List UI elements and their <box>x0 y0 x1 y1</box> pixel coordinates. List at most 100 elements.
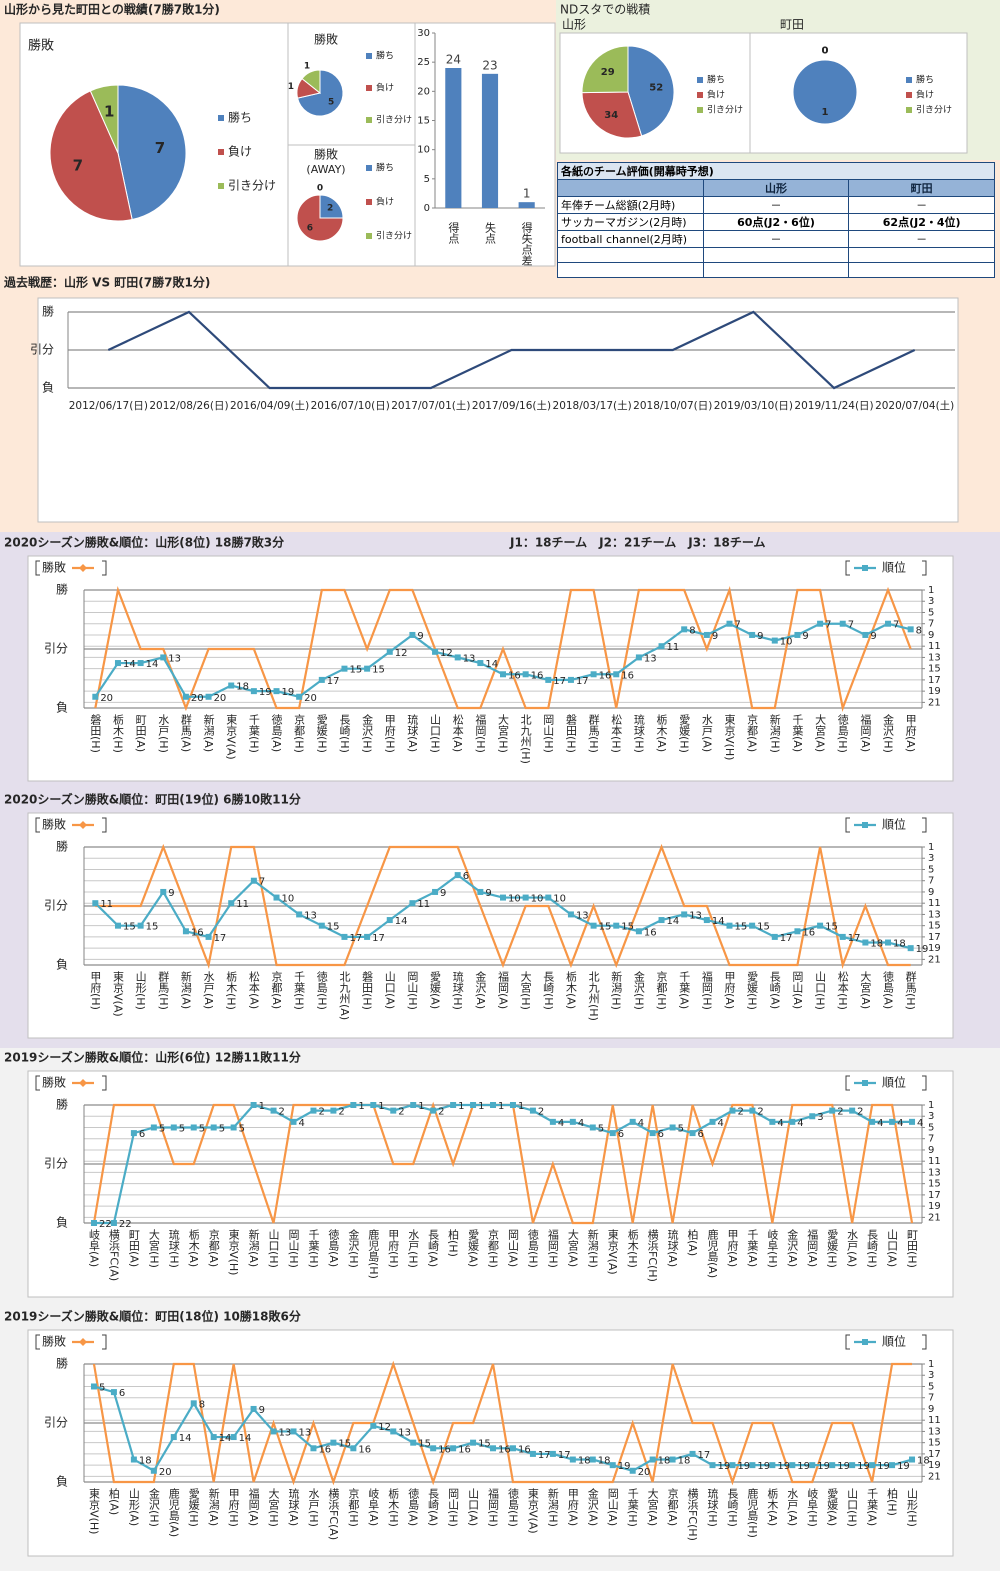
series-marker <box>210 1434 217 1441</box>
y2-tick-label: 9 <box>928 630 934 641</box>
legend-marker <box>862 565 868 571</box>
data-label: 7 <box>73 157 83 175</box>
data-label: 1 <box>523 187 531 201</box>
x-tick-label: 横浜FC(H) <box>646 1228 659 1282</box>
data-label: 10 <box>531 894 544 905</box>
series-marker <box>477 888 484 895</box>
y2-tick-label: 11 <box>928 1156 941 1167</box>
series-marker <box>817 922 824 929</box>
x-tick-label: 千葉(A) <box>866 1488 879 1526</box>
data-label: 5 <box>99 1382 105 1393</box>
legend-swatch <box>366 199 372 205</box>
pie-slice <box>49 90 133 222</box>
legend-swatch <box>697 107 703 113</box>
series-marker <box>90 1220 97 1226</box>
data-label: 2 <box>837 1107 843 1118</box>
y-tick-label: 30 <box>417 28 430 39</box>
series-marker <box>522 894 529 901</box>
section-title: 2020シーズン勝敗&順位：町田(19位) 6勝10敗11分 <box>4 792 301 807</box>
y-tick-label: 引分 <box>44 1157 68 1171</box>
data-label: 1 <box>458 1101 464 1112</box>
legend-bracket <box>102 1334 107 1350</box>
y2-tick-label: 21 <box>928 1471 941 1482</box>
x-tick-label: 琉球(A) <box>666 1228 679 1267</box>
x-tick-label: 甲府(H) <box>89 971 102 1010</box>
x-tick-label: 愛媛(A) <box>826 1488 839 1526</box>
data-label: 19 <box>718 1461 731 1472</box>
data-label: 12 <box>440 648 453 659</box>
x-tick-label: 町田(H) <box>906 1229 919 1268</box>
x-tick-label: 山口(A) <box>886 1229 899 1267</box>
data-label: 19 <box>877 1461 890 1472</box>
x-tick-label: 琉球(H) <box>632 713 645 753</box>
data-label: 1 <box>378 1101 384 1112</box>
y2-tick-label: 7 <box>928 619 934 630</box>
x-tick-label: 栃木(A) <box>564 970 577 1009</box>
x-tick-label: 大宮(H) <box>267 1487 280 1527</box>
data-label: 17 <box>538 1450 551 1461</box>
x-tick-label: 甲府(H) <box>227 1488 240 1527</box>
x-tick-label: 千葉(H) <box>626 1488 639 1527</box>
series-marker <box>549 1450 556 1457</box>
x-tick-label: 福岡(H) <box>546 1228 559 1268</box>
data-label: 10 <box>780 637 793 648</box>
x-tick-label: 群馬(H) <box>904 970 917 1010</box>
y-tick-label: 0 <box>424 203 430 214</box>
series-marker <box>150 1467 157 1474</box>
empty-row <box>557 262 995 278</box>
series-marker <box>364 933 371 940</box>
series-marker <box>430 1107 437 1114</box>
series-marker <box>885 620 892 627</box>
data-label: 16 <box>191 927 204 938</box>
x-tick-label: 徳島(A) <box>882 971 895 1009</box>
data-label: 2 <box>538 1107 544 1118</box>
data-label: 52 <box>649 83 663 94</box>
data-label: 7 <box>155 139 165 157</box>
series-marker <box>769 1462 776 1469</box>
x-tick-label: 京都(A) <box>666 1487 679 1526</box>
x-tick-label: 栃木(A) <box>655 713 668 752</box>
legend-label: 負け <box>916 89 934 101</box>
x-tick-label: 甲府(A) <box>566 1488 579 1526</box>
y2-tick-label: 19 <box>928 1460 941 1471</box>
data-label: 8 <box>199 1399 205 1410</box>
data-label: 14 <box>667 916 680 927</box>
legend-label: 引き分け <box>916 105 952 116</box>
x-tick-label: 大宮(A) <box>814 713 827 752</box>
x-tick-label: 水戸(A) <box>846 1229 859 1267</box>
x-tick-label: 新潟(A) <box>202 713 215 752</box>
header-cell: 山形 <box>702 179 850 197</box>
legend-bracket <box>922 1075 927 1091</box>
series-marker <box>160 654 167 661</box>
legend-bracket <box>35 560 40 576</box>
series-marker <box>250 1405 257 1412</box>
x-tick-label: 京都(H) <box>347 1487 360 1527</box>
cell <box>702 262 850 278</box>
data-label: 4 <box>638 1118 644 1129</box>
series-marker <box>669 1124 676 1131</box>
x-tick-label: 東京V(H) <box>227 1229 240 1276</box>
x-tick-label: 栃木(H) <box>626 1228 639 1268</box>
series-marker <box>310 1445 317 1452</box>
data-label: 19 <box>259 687 272 698</box>
series-marker <box>726 620 733 627</box>
series-marker <box>590 922 597 929</box>
x-tick-label: 愛媛(A) <box>429 971 442 1009</box>
bar <box>518 202 535 208</box>
series-marker <box>205 693 212 700</box>
series-marker <box>529 1450 536 1457</box>
x-tick-label: 栃木(H) <box>387 1487 400 1527</box>
legend-marker <box>862 1080 868 1086</box>
series-marker <box>390 1428 397 1435</box>
legend-label: 負け <box>376 82 394 94</box>
series-marker <box>409 631 416 638</box>
data-label: 0 <box>822 45 829 56</box>
x-tick-label: 岡山(H) <box>542 714 555 753</box>
data-label: 18 <box>893 939 906 950</box>
x-tick-label: 大宮(H) <box>519 970 532 1010</box>
cell <box>848 247 995 263</box>
x-tick-label: 失点 <box>484 222 497 245</box>
y2-tick-label: 15 <box>928 1438 941 1449</box>
header-row: 山形 町田 <box>557 179 995 197</box>
x-tick-label: 岐阜(A) <box>87 1229 100 1267</box>
